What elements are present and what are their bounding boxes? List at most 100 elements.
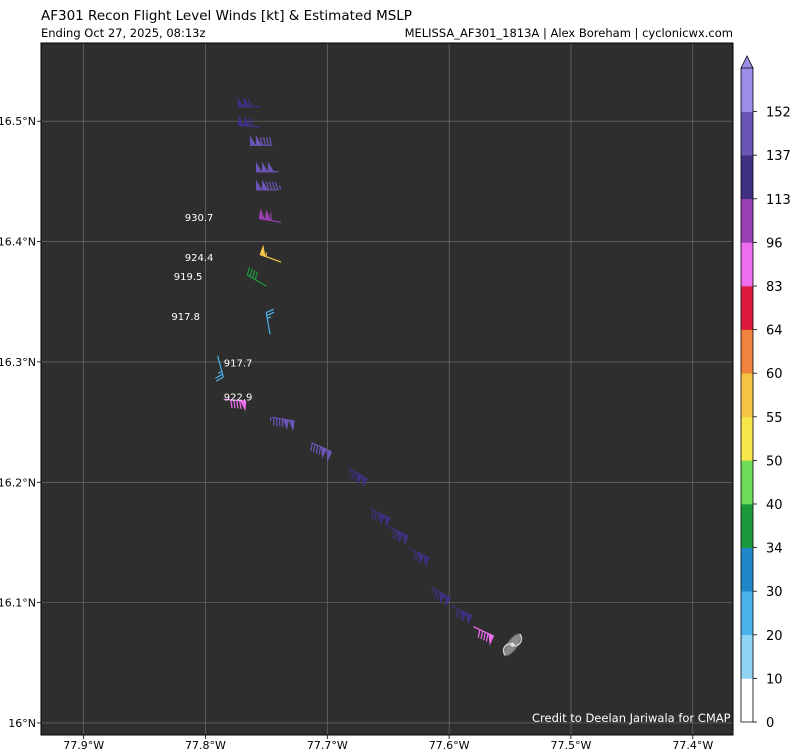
barb-feather [371, 510, 375, 519]
pressure-label: 930.7 [185, 213, 214, 224]
chart-source: MELISSA_AF301_1813A | Alex Boreham | cyc… [404, 26, 733, 40]
pressure-label: 924.4 [185, 253, 214, 264]
pressure-label: 919.5 [174, 272, 203, 283]
wind-barb [451, 605, 473, 625]
barb-feather [413, 551, 416, 560]
barb-pennant [403, 533, 409, 546]
y-tick-label: 16°N [8, 717, 36, 730]
wind-barb [408, 547, 430, 568]
barb-shaft [217, 355, 224, 378]
barb-pennant [461, 609, 467, 623]
barb-feather [247, 98, 251, 107]
wind-barb [269, 416, 295, 432]
y-tick-label: 16.5°N [0, 115, 36, 128]
colorbar-segment [741, 373, 753, 418]
colorbar-segment [741, 678, 753, 723]
barb-pennant [282, 418, 289, 431]
wind-barb [249, 135, 273, 146]
wind-barb [430, 586, 451, 608]
barb-feather [215, 376, 224, 382]
barb-pennant [255, 179, 263, 191]
map-frame [40, 42, 734, 736]
colorbar-segment [741, 68, 753, 112]
storm-eye [510, 642, 515, 647]
barb-pennant [357, 472, 363, 485]
latitude-ticks: 16°N 16.1°N 16.2°N 16.3°N 16.4°N 16.5°N [0, 115, 41, 730]
wind-barb [246, 267, 267, 287]
barb-pennant [239, 400, 247, 412]
chart-subtitle: Ending Oct 27, 2025, 08:13z [41, 26, 206, 40]
wind-barb [215, 355, 224, 382]
barb-pennant [326, 448, 333, 462]
colorbar-outline [740, 68, 754, 723]
barb-pennant [243, 96, 251, 108]
barb-feather [353, 472, 358, 481]
barb-feather [215, 373, 223, 379]
colorbar-segment [741, 460, 753, 505]
barb-feather [458, 610, 462, 619]
barb-feather [455, 609, 459, 618]
barb-feather [251, 270, 256, 279]
barb-feather [312, 444, 316, 453]
colorbar-tick-label: 20 [766, 629, 783, 644]
barb-feather [392, 529, 396, 538]
barb-feather [268, 137, 273, 146]
barb-half-feather [251, 102, 254, 107]
barb-pennant [264, 209, 271, 222]
wind-barb [259, 244, 282, 263]
colorbar-segment [741, 286, 753, 330]
colorbar-tick-label: 30 [766, 585, 783, 600]
pressure-label: 922.9 [224, 392, 253, 403]
barb-pennant [288, 419, 295, 432]
barb-feather [265, 137, 270, 146]
barb-feather [265, 308, 274, 314]
barb-feather [236, 400, 239, 409]
barb-feather [281, 418, 284, 428]
barb-pennant [320, 446, 327, 459]
barb-feather [266, 311, 275, 317]
colorbar-extend-arrow [740, 55, 754, 69]
barb-feather [249, 268, 253, 277]
colorbar-tick-label: 10 [766, 672, 783, 687]
barb-feather [485, 633, 489, 642]
barb-feather [318, 446, 322, 455]
wind-barb [223, 398, 247, 412]
colorbar-segment [741, 111, 753, 156]
pressure-label: 917.7 [224, 359, 253, 370]
barb-half-feather [432, 588, 435, 594]
barb-pennant [466, 612, 473, 625]
colorbar-tick-label: 64 [766, 324, 783, 339]
barb-pennant [261, 161, 269, 173]
barb-pennant [249, 135, 257, 146]
pressure-label: 917.8 [171, 312, 200, 323]
wind-barb [265, 308, 275, 335]
barb-feather [374, 511, 377, 520]
wind-barb [255, 161, 279, 173]
barb-shaft [265, 312, 271, 335]
wind-barb [237, 115, 261, 128]
barb-feather [275, 417, 278, 427]
colorbar-tick-label: 137 [766, 149, 791, 164]
barb-half-feather [278, 185, 282, 190]
barb-pennant [237, 96, 245, 108]
barb-pennant [261, 179, 269, 191]
colorbar-segment [741, 416, 753, 461]
map-area [41, 43, 733, 735]
barb-pennant [267, 161, 275, 173]
colorbar-tick-label: 60 [766, 367, 783, 382]
barb-pennant [488, 632, 495, 646]
barb-feather [254, 271, 258, 280]
colorbar-tick-label: 50 [766, 454, 783, 469]
barb-pennant [397, 530, 404, 544]
barb-pennant [384, 515, 391, 528]
wind-barbs [215, 96, 495, 646]
barb-feather [310, 442, 313, 452]
longitude-ticks: 77.9°W 77.8°W 77.7°W 77.6°W 77.5°W 77.4°W [63, 735, 713, 750]
barb-feather [269, 212, 272, 221]
barb-half-feather [267, 316, 272, 320]
barb-pennant [243, 115, 251, 127]
colorbar-tick-label: 0 [766, 716, 774, 731]
colorbar-tick-label: 55 [766, 411, 783, 426]
colorbar-segment [741, 198, 753, 243]
wind-barb [369, 508, 391, 528]
